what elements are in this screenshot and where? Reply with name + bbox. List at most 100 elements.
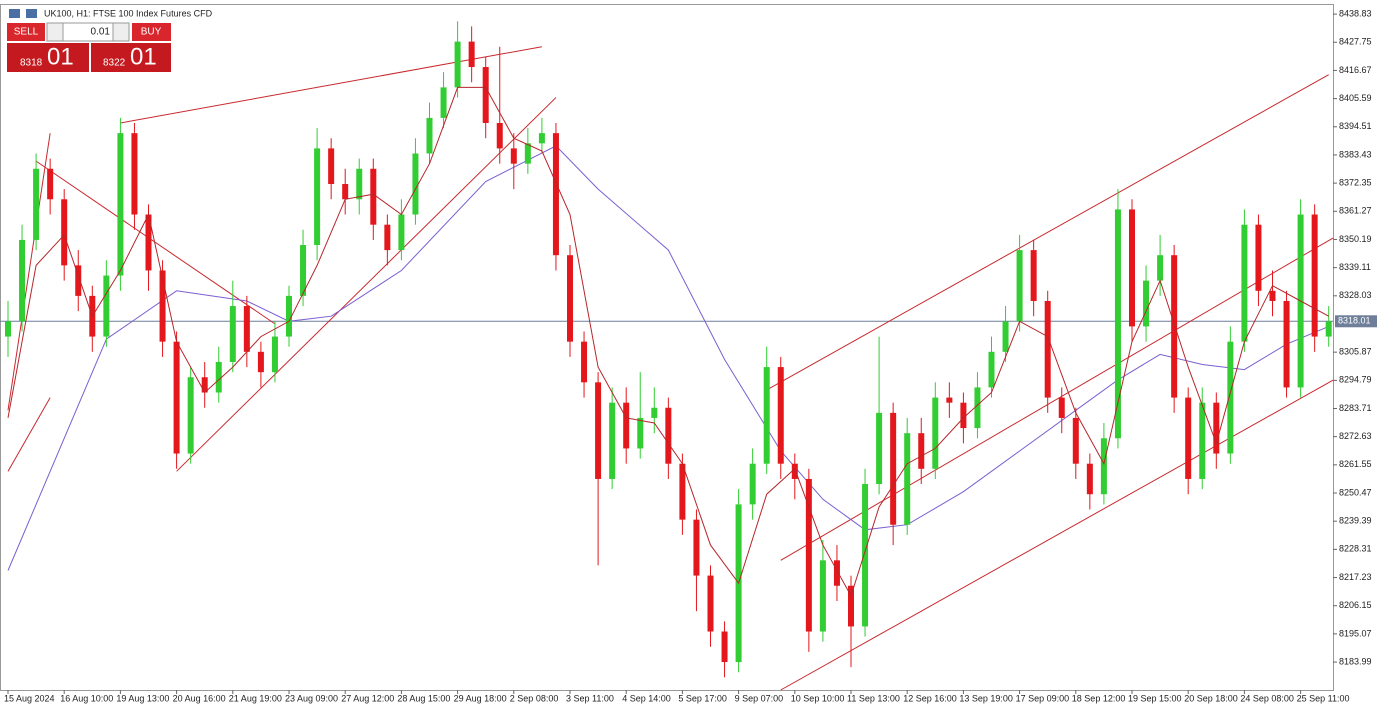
trendline bbox=[766, 74, 1329, 391]
candle-body bbox=[665, 407, 672, 464]
y-tick-label: 8283.71 bbox=[1339, 403, 1372, 413]
candle-body bbox=[890, 412, 897, 525]
candle-body bbox=[1044, 300, 1051, 398]
bid-big[interactable]: 8318 bbox=[20, 58, 43, 69]
x-tick-label: 4 Sep 14:00 bbox=[622, 693, 671, 703]
candle-body bbox=[103, 275, 110, 337]
candle-body bbox=[1185, 397, 1192, 479]
candle-body bbox=[918, 433, 925, 469]
candle-body bbox=[243, 306, 250, 352]
candle-body bbox=[1129, 209, 1135, 327]
x-tick-label: 17 Sep 09:00 bbox=[1016, 693, 1070, 703]
candle-body bbox=[1171, 255, 1178, 398]
candle-body bbox=[1002, 321, 1009, 352]
candle-body bbox=[1283, 300, 1290, 388]
candle-body bbox=[342, 184, 349, 200]
lot-up[interactable] bbox=[112, 22, 130, 42]
y-tick-label: 8261.55 bbox=[1339, 459, 1372, 469]
candle-body bbox=[1086, 463, 1093, 495]
y-tick-label: 8361.27 bbox=[1339, 206, 1372, 216]
x-tick-label: 18 Sep 12:00 bbox=[1072, 693, 1126, 703]
candle-body bbox=[988, 351, 995, 388]
y-tick-label: 8217.23 bbox=[1339, 572, 1372, 582]
candle-body bbox=[412, 153, 419, 215]
bid-small[interactable]: 01 bbox=[47, 43, 74, 70]
x-tick-label: 12 Sep 16:00 bbox=[903, 693, 957, 703]
candle-body bbox=[117, 133, 124, 276]
candle-body bbox=[215, 361, 222, 393]
y-tick-label: 8438.83 bbox=[1339, 8, 1372, 18]
buy-label[interactable]: BUY bbox=[141, 27, 162, 38]
y-tick-label: 8272.63 bbox=[1339, 431, 1372, 441]
trendline bbox=[7, 397, 51, 472]
candle-body bbox=[876, 412, 883, 485]
sell-label[interactable]: SELL bbox=[14, 27, 39, 38]
current-price-box bbox=[1335, 315, 1377, 328]
candle-body bbox=[1199, 402, 1206, 479]
candle-body bbox=[454, 41, 461, 88]
lot-value[interactable]: 0.01 bbox=[91, 27, 111, 38]
candle-body bbox=[1227, 341, 1234, 454]
candle-body bbox=[960, 402, 967, 429]
candle-body bbox=[496, 122, 503, 149]
y-tick-label: 8350.19 bbox=[1339, 234, 1372, 244]
x-tick-label: 19 Aug 13:00 bbox=[116, 693, 169, 703]
candle-body bbox=[595, 382, 602, 479]
candle-body bbox=[75, 265, 82, 296]
candle-body bbox=[1100, 438, 1107, 495]
plot-frame bbox=[0, 4, 1334, 691]
ask-box[interactable] bbox=[91, 43, 171, 72]
x-tick-label: 21 Aug 19:00 bbox=[229, 693, 282, 703]
y-tick-label: 8183.99 bbox=[1339, 656, 1372, 666]
x-tick-label: 5 Sep 17:00 bbox=[678, 693, 727, 703]
trendline bbox=[7, 133, 51, 411]
candle-body bbox=[974, 387, 981, 429]
current-price-label: 8318.01 bbox=[1338, 316, 1371, 326]
x-tick-label: 11 Sep 13:00 bbox=[847, 693, 900, 703]
candle-body bbox=[679, 463, 686, 520]
candle-body bbox=[538, 133, 545, 144]
candle-body bbox=[1030, 250, 1037, 301]
sell-button[interactable] bbox=[7, 23, 45, 41]
y-tick-label: 8305.87 bbox=[1339, 347, 1372, 357]
candle-body bbox=[300, 245, 307, 296]
candle-body bbox=[581, 341, 588, 383]
candle-body bbox=[257, 351, 264, 373]
x-tick-label: 2 Sep 08:00 bbox=[510, 693, 559, 703]
y-tick-label: 8372.35 bbox=[1339, 177, 1372, 187]
x-tick-label: 20 Aug 16:00 bbox=[173, 693, 226, 703]
buy-button[interactable] bbox=[132, 23, 171, 41]
candle-body bbox=[187, 377, 194, 454]
candle-body bbox=[314, 148, 321, 246]
icon bbox=[9, 9, 20, 18]
bid-box[interactable] bbox=[7, 43, 89, 72]
candle-body bbox=[1241, 224, 1248, 342]
y-tick-label: 8416.67 bbox=[1339, 65, 1372, 75]
ask-small[interactable]: 01 bbox=[130, 43, 157, 70]
candle-body bbox=[1255, 224, 1262, 291]
candle-body bbox=[33, 168, 40, 240]
candle-body bbox=[805, 478, 812, 632]
candle-body bbox=[384, 224, 391, 251]
y-tick-label: 8239.39 bbox=[1339, 516, 1372, 526]
x-tick-label: 20 Sep 18:00 bbox=[1184, 693, 1238, 703]
candle-body bbox=[651, 407, 658, 418]
candle-body bbox=[904, 433, 911, 525]
y-tick-label: 8206.15 bbox=[1339, 600, 1372, 610]
ma-fast bbox=[7, 86, 1329, 598]
candle-body bbox=[749, 463, 756, 505]
x-tick-label: 15 Aug 2024 bbox=[4, 693, 55, 703]
candle-body bbox=[693, 519, 700, 576]
y-tick-label: 8394.51 bbox=[1339, 121, 1372, 131]
x-tick-label: 25 Sep 11:00 bbox=[1297, 693, 1350, 703]
lot-down[interactable] bbox=[46, 22, 64, 42]
candle-body bbox=[426, 117, 433, 154]
x-tick-label: 13 Sep 19:00 bbox=[959, 693, 1013, 703]
candle-body bbox=[763, 367, 770, 464]
candle-body bbox=[791, 463, 798, 479]
ask-big[interactable]: 8322 bbox=[103, 58, 126, 69]
candle-body bbox=[1213, 402, 1220, 454]
candle-body bbox=[1269, 290, 1276, 301]
candle-body bbox=[524, 143, 531, 164]
